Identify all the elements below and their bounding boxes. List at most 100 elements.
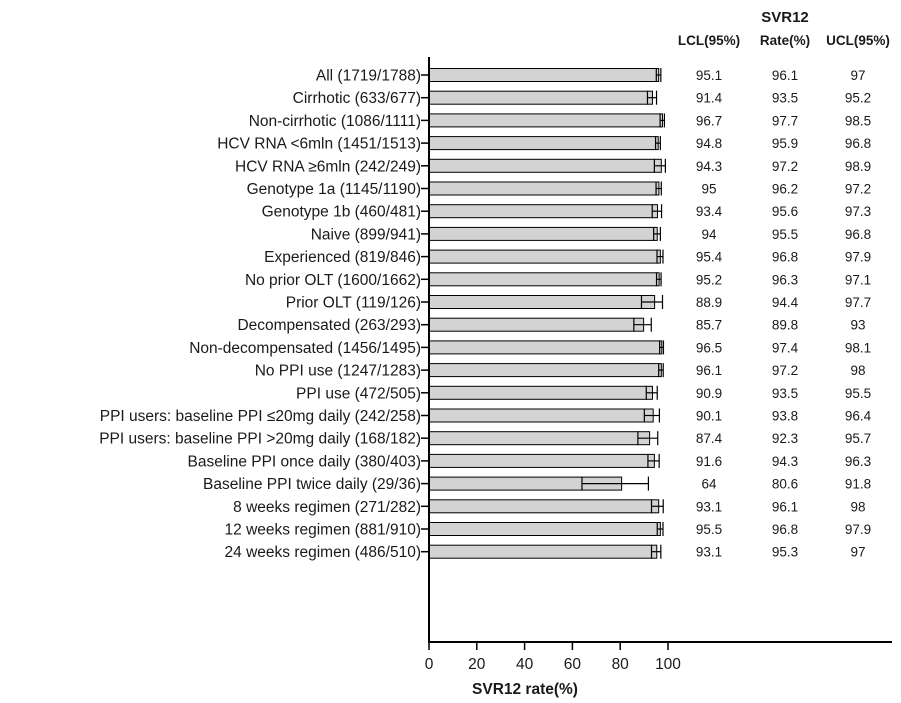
rate-value: 95.5 (772, 227, 798, 242)
chart-row: PPI users: baseline PPI ≤20mg daily (242… (100, 408, 872, 425)
lcl-value: 90.9 (696, 386, 722, 401)
bar (428, 544, 658, 559)
error-bar (654, 136, 661, 151)
axes (428, 57, 892, 643)
ucl-value: 97.7 (845, 295, 871, 310)
rate-value: 89.8 (772, 318, 798, 333)
error-bar (655, 181, 662, 196)
lcl-value: 88.9 (696, 295, 722, 310)
category-label: Non-cirrhotic (1086/1111) (249, 113, 421, 130)
error-bar (655, 68, 662, 82)
error-bar (637, 431, 659, 446)
error-bar (633, 317, 652, 332)
bar (428, 317, 645, 332)
chart-row: HCV RNA ≥6mln (242/249) 94.3 97.2 98.9 (235, 158, 871, 175)
table-title: SVR12 (761, 9, 809, 26)
category-label: No prior OLT (1600/1662) (245, 272, 421, 289)
error-bar (650, 499, 664, 514)
ucl-value: 98 (850, 499, 865, 514)
bar (428, 363, 662, 378)
ucl-value: 98.1 (845, 340, 871, 355)
category-label: HCV RNA ≥6mln (242/249) (235, 158, 421, 175)
x-axis-label: SVR12 rate(%) (472, 681, 578, 698)
ucl-value: 97.9 (845, 522, 871, 537)
bar (428, 113, 664, 128)
chart-row: No PPI use (1247/1283) 96.1 97.2 98 (255, 363, 866, 380)
bar (428, 181, 660, 196)
error-bar (655, 272, 662, 287)
error-bar (653, 158, 666, 173)
rate-value: 97.2 (772, 363, 798, 378)
chart-row: Naive (899/941) 94 95.5 96.8 (311, 226, 871, 243)
ucl-value: 97.3 (845, 204, 871, 219)
bar (428, 90, 653, 105)
rate-value: 95.9 (772, 136, 798, 151)
category-label: Genotype 1a (1145/1190) (247, 181, 421, 198)
error-bar (658, 363, 664, 378)
category-label: Genotype 1b (460/481) (262, 204, 421, 221)
rate-value: 96.3 (772, 272, 798, 287)
rate-value: 94.3 (772, 454, 798, 469)
ucl-value: 93 (850, 318, 865, 333)
rate-value: 95.3 (772, 545, 798, 560)
error-bar (640, 295, 664, 309)
chart-rows: All (1719/1788) 95.1 96.1 97 Cirrhotic (633/… (99, 68, 871, 562)
lcl-value: 93.1 (696, 545, 722, 560)
category-label: 24 weeks regimen (486/510) (225, 544, 421, 561)
x-tick-label: 40 (516, 656, 534, 673)
category-label: Baseline PPI once daily (380/403) (187, 453, 421, 470)
lcl-value: 93.4 (696, 204, 723, 219)
ucl-value: 96.3 (845, 454, 871, 469)
category-label: PPI users: baseline PPI >20mg daily (168… (99, 431, 421, 448)
rate-value: 95.6 (772, 204, 798, 219)
ucl-value: 96.8 (845, 227, 871, 242)
error-bar (643, 408, 660, 423)
error-bar (656, 249, 664, 264)
rate-value: 94.4 (772, 295, 799, 310)
lcl-value: 91.4 (696, 91, 723, 106)
error-bar (647, 453, 660, 468)
error-bar (659, 113, 666, 128)
chart-row: 12 weeks regimen (881/910) 95.5 96.8 97.9 (225, 522, 872, 539)
error-bar (659, 340, 665, 355)
column-header-lcl: LCL(95%) (678, 33, 740, 48)
x-tick-label: 0 (425, 656, 434, 673)
rate-value: 93.5 (772, 91, 798, 106)
ucl-value: 97 (850, 68, 865, 83)
column-header-ucl: UCL(95%) (826, 33, 890, 48)
chart-row: Non-decompensated (1456/1495) 96.5 97.4 98.… (189, 340, 871, 357)
lcl-value: 95 (701, 182, 716, 197)
ucl-value: 98 (850, 363, 865, 378)
chart-row: 8 weeks regimen (271/282) 93.1 96.1 98 (233, 499, 865, 516)
chart-row: No prior OLT (1600/1662) 95.2 96.3 97.1 (245, 272, 871, 289)
error-bar (653, 226, 661, 241)
bar (428, 340, 663, 355)
lcl-value: 93.1 (696, 499, 722, 514)
ucl-value: 97.2 (845, 182, 871, 197)
rate-value: 96.8 (772, 250, 798, 265)
bar (428, 385, 653, 400)
rate-value: 93.5 (772, 386, 798, 401)
lcl-value: 85.7 (696, 318, 722, 333)
category-label: 8 weeks regimen (271/282) (233, 499, 421, 516)
ucl-value: 95.7 (845, 431, 871, 446)
bar (428, 158, 662, 173)
rate-value: 92.3 (772, 431, 798, 446)
lcl-value: 91.6 (696, 454, 722, 469)
category-label: 12 weeks regimen (881/910) (225, 522, 421, 539)
category-label: HCV RNA <6mln (1451/1513) (217, 136, 421, 153)
category-label: Decompensated (263/293) (237, 317, 421, 334)
x-tick-label: 20 (468, 656, 486, 673)
category-label: Naive (899/941) (311, 226, 421, 243)
rate-value: 80.6 (772, 477, 798, 492)
lcl-value: 94.8 (696, 136, 722, 151)
ucl-value: 96.4 (845, 409, 872, 424)
ucl-value: 95.2 (845, 91, 871, 106)
category-label: Experienced (819/846) (264, 249, 421, 266)
error-bar (581, 476, 650, 491)
lcl-value: 95.4 (696, 250, 723, 265)
bar (428, 226, 658, 241)
chart-row: PPI use (472/505) 90.9 93.5 95.5 (296, 385, 871, 402)
chart-row: PPI users: baseline PPI >20mg daily (168… (99, 431, 871, 448)
category-label: PPI users: baseline PPI ≤20mg daily (242… (100, 408, 421, 425)
